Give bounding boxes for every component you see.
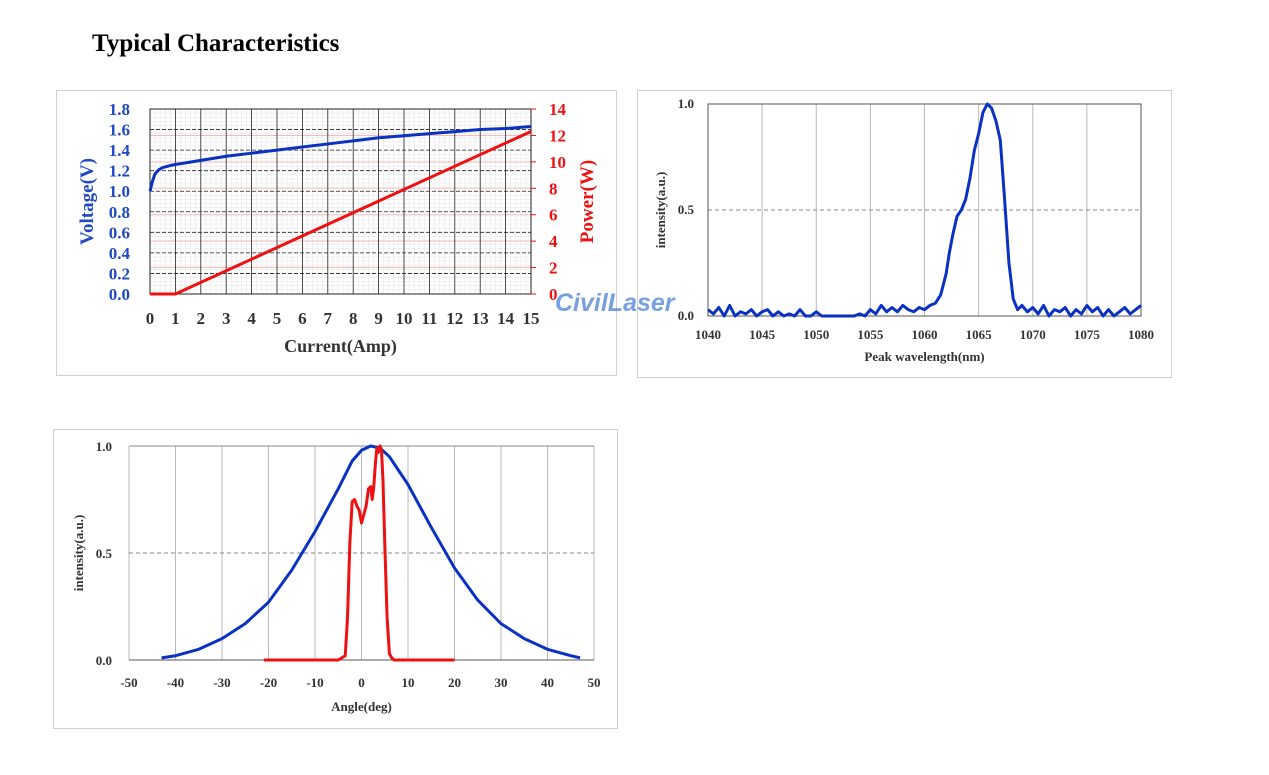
- far-field-series-line: [161, 444, 581, 660]
- y-tick-label: 1.0: [96, 439, 112, 454]
- x-tick-label: 11: [421, 309, 437, 328]
- y-right-tick-label: 6: [549, 206, 558, 225]
- x-tick-label: 10: [402, 675, 415, 690]
- x-tick-label: 14: [497, 309, 514, 328]
- x-tick-label: 3: [222, 309, 231, 328]
- x-tick-label: 40: [541, 675, 554, 690]
- x-tick-label: -40: [167, 675, 184, 690]
- x-tick-label: 0: [146, 309, 155, 328]
- x-tick-label: 1050: [803, 327, 829, 342]
- spectrum-series-line: [707, 102, 1142, 318]
- chart-divergence: -50 -40 -30 -20 -10 0 10 20 30 40 50 0.0 0.5 1.0 Angle…: [71, 439, 601, 714]
- y-right-tick-label: 4: [549, 232, 558, 251]
- x-tick-label: 20: [448, 675, 461, 690]
- x-tick-label: 1045: [749, 327, 776, 342]
- chart-voltage-power: 0 1 2 3 4 5 6 7 8 9 10 11 12 13 14 150.00.20.40.60.81.0…: [77, 100, 598, 357]
- y-right-tick-label: 2: [549, 259, 558, 278]
- y-tick-label: 0.5: [96, 546, 113, 561]
- y-left-tick-label: 0.4: [109, 244, 131, 263]
- y-left-tick-label: 0.2: [109, 264, 130, 283]
- x-tick-label: 10: [396, 309, 413, 328]
- y-left-tick-label: 0.6: [109, 223, 130, 242]
- y-right-tick-label: 10: [549, 153, 566, 172]
- y-tick-label: 0.0: [678, 308, 694, 323]
- x-tick-label: 30: [495, 675, 508, 690]
- page-title: Typical Characteristics: [92, 30, 340, 57]
- x-tick-label: 5: [273, 309, 282, 328]
- y-tick-label: 1.0: [678, 96, 694, 111]
- y-right-axis-label: Power(W): [577, 160, 598, 243]
- x-tick-label: 2: [197, 309, 206, 328]
- y-left-tick-label: 1.4: [109, 141, 131, 160]
- y-left-axis-label: Voltage(V): [77, 158, 98, 245]
- x-tick-label: 1060: [912, 327, 938, 342]
- y-left-tick-label: 1.8: [109, 100, 130, 119]
- chart-panel-angle: -50 -40 -30 -20 -10 0 10 20 30 40 50 0.0 0.5 1.0 Angle…: [53, 429, 618, 729]
- y-left-tick-label: 1.6: [109, 121, 130, 140]
- x-tick-label: 9: [374, 309, 383, 328]
- y-left-tick-label: 1.2: [109, 162, 130, 181]
- y-left-tick-label: 0.0: [109, 285, 130, 304]
- x-axis-label: Angle(deg): [331, 699, 392, 714]
- x-tick-label: 1065: [966, 327, 993, 342]
- x-tick-label: 1040: [695, 327, 721, 342]
- x-tick-label: -10: [306, 675, 323, 690]
- x-tick-label: 1070: [1020, 327, 1046, 342]
- x-tick-label: -50: [120, 675, 137, 690]
- x-tick-label: 1075: [1074, 327, 1101, 342]
- y-tick-label: 0.5: [678, 202, 695, 217]
- x-tick-label: -20: [260, 675, 277, 690]
- x-tick-label: 6: [298, 309, 307, 328]
- y-axis-label: intensity(a.u.): [653, 172, 668, 249]
- near-field-series-line: [263, 444, 455, 662]
- power-series-line: [150, 130, 532, 296]
- plot-frame: [149, 108, 532, 295]
- y-right-tick-label: 12: [549, 126, 566, 145]
- y-right-tick-label: 0: [549, 285, 558, 304]
- watermark-logo: CivilLaser: [555, 289, 675, 317]
- x-axis-label: Current(Amp): [284, 336, 397, 357]
- chart-spectrum: 1040 1045 1050 1055 1060 1065 1070 1075 1080 0.0 0…: [653, 96, 1154, 364]
- chart-panel-spectrum: 1040 1045 1050 1055 1060 1065 1070 1075 1080 0.0 0…: [637, 90, 1172, 378]
- x-tick-label: 4: [247, 309, 256, 328]
- plot-frame: [707, 103, 1142, 317]
- x-tick-label: 1080: [1128, 327, 1154, 342]
- x-tick-label: 1055: [857, 327, 884, 342]
- x-tick-label: 50: [588, 675, 601, 690]
- y-left-tick-label: 0.8: [109, 203, 130, 222]
- voltage-series-line: [148, 124, 532, 192]
- x-tick-label: 7: [324, 309, 333, 328]
- x-tick-label: 8: [349, 309, 358, 328]
- y-right-tick-label: 8: [549, 179, 558, 198]
- y-left-tick-label: 1.0: [109, 182, 130, 201]
- x-tick-label: 13: [472, 309, 489, 328]
- y-right-tick-label: 14: [549, 100, 567, 119]
- x-tick-label: 12: [446, 309, 463, 328]
- chart-panel-iv: 0 1 2 3 4 5 6 7 8 9 10 11 12 13 14 15 0.0 0.2 0.4 0.6 0.8 1.0…: [56, 90, 617, 376]
- x-tick-label: 0: [358, 675, 365, 690]
- x-tick-label: 15: [523, 309, 540, 328]
- x-tick-label: 1: [171, 309, 180, 328]
- y-tick-label: 0.0: [96, 653, 112, 668]
- x-tick-label: -30: [213, 675, 230, 690]
- y-axis-label: intensity(a.u.): [71, 515, 86, 592]
- x-axis-label: Peak wavelength(nm): [864, 349, 984, 364]
